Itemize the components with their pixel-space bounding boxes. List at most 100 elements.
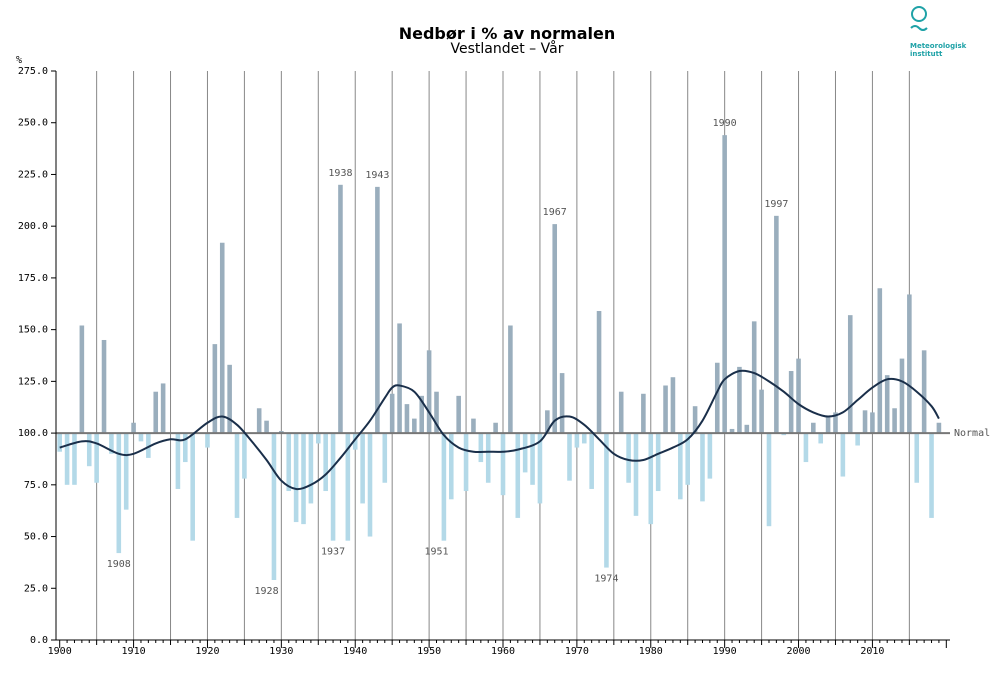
year-annotation: 1967 [543,207,567,218]
x-tick-label: 2000 [786,646,810,657]
y-tick-label: 150.0 [18,325,48,336]
bar [478,433,484,463]
bar [936,422,942,434]
bar [818,433,823,444]
bar [323,433,328,492]
bar [256,408,262,434]
bar [729,428,735,434]
bar [456,395,461,434]
bar [574,433,580,448]
bar [685,433,691,485]
bar [663,385,668,434]
bar [131,422,136,434]
bar [744,424,750,434]
bar [219,242,225,434]
bar [648,433,654,525]
bar [604,433,609,568]
x-tick-label: 1950 [417,646,441,657]
bar [700,433,705,502]
chart-subtitle: Vestlandet – Vår [450,41,564,57]
bar [840,433,846,477]
bar [899,358,905,434]
bar [581,433,587,444]
bar [264,420,269,434]
bar [847,315,853,434]
bar [596,311,602,434]
bar [109,433,114,454]
bar [855,433,860,446]
bar [567,433,572,481]
bar [803,433,809,463]
bar [389,393,395,434]
bar [707,433,713,479]
bar [426,350,432,434]
bar [463,433,469,492]
bar [212,344,218,434]
y-tick-label: 0.0 [30,635,48,646]
bar [641,393,646,434]
bar [559,373,565,434]
bar [419,395,425,434]
bar [655,433,661,492]
bar [670,377,676,434]
bar [515,433,521,518]
bar [914,433,920,483]
bar [471,418,476,434]
y-tick-label: 250.0 [18,118,48,129]
bar [884,375,890,434]
y-tick-label: 275.0 [18,66,48,77]
bar [286,433,292,492]
normal-label: Normal [954,428,990,439]
year-annotation: 1951 [424,547,448,558]
bar [626,433,631,483]
bar [367,433,373,537]
year-annotation: 1997 [764,199,788,210]
met-logo-icon [910,6,928,31]
bar [94,433,99,483]
bar [448,433,454,500]
x-tick-label: 2010 [860,646,884,657]
y-tick-label: 75.0 [24,480,48,491]
bar [338,184,343,434]
bar [242,433,247,479]
bar [315,433,321,444]
bar [493,422,498,434]
bar [72,433,77,485]
bar [138,433,144,442]
bar [759,389,764,434]
bar [293,433,299,523]
bar [751,321,757,434]
y-tick-label: 125.0 [18,376,48,387]
bar [382,433,388,483]
bar [79,325,85,434]
bar [552,224,558,434]
bar [537,433,543,504]
bar [811,422,816,434]
bar [929,433,934,518]
bar [183,433,188,463]
logo-text-line2: institutt [910,50,943,58]
bar [234,433,240,518]
bar [123,433,129,510]
x-tick-label: 1930 [269,646,293,657]
bar [825,416,831,434]
year-annotation: 1943 [365,170,389,181]
bar [774,215,779,434]
bar [877,288,883,434]
bar [545,410,550,434]
year-annotation: 1938 [328,168,352,179]
y-tick-label: 225.0 [18,169,48,180]
bar [271,433,277,580]
bar [618,391,624,434]
bar [101,339,107,434]
bar [360,433,365,504]
bar [485,433,491,483]
bar [227,364,232,434]
bar [64,433,70,485]
bar [146,433,151,458]
x-tick-label: 1960 [491,646,515,657]
bar [907,294,912,434]
bar [530,433,535,485]
bar [441,433,447,541]
bar [434,391,439,434]
